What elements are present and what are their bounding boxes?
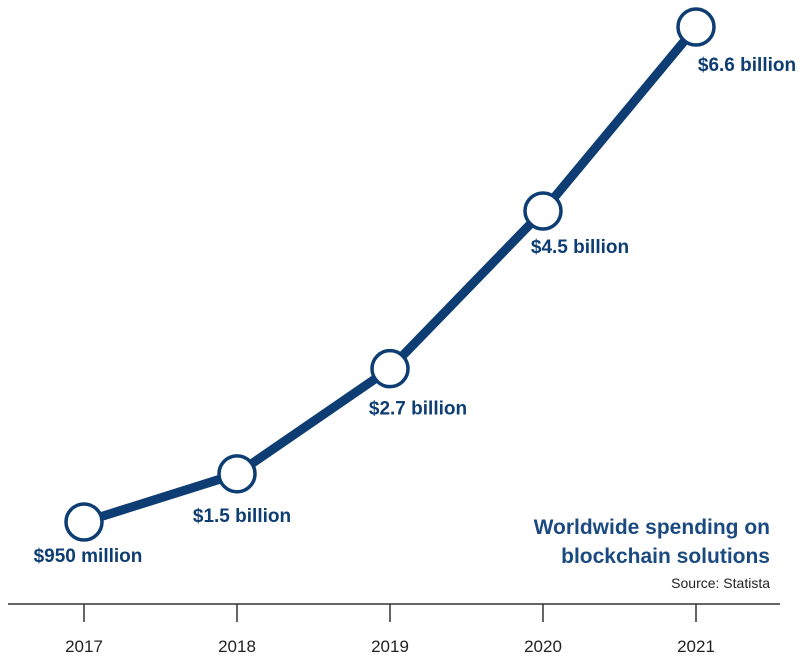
data-label-2018: $1.5 billion — [193, 506, 291, 527]
data-point-2017 — [64, 502, 104, 542]
x-tick-label: 2019 — [371, 637, 409, 656]
data-point-2021 — [676, 7, 716, 47]
chart-title: Worldwide spending on blockchain solutio… — [534, 516, 771, 591]
chart-source: Source: Statista — [671, 575, 770, 591]
series-line — [79, 22, 701, 527]
data-point-2019 — [370, 348, 410, 389]
x-tick-label: 2021 — [677, 637, 715, 656]
data-point-2020 — [523, 191, 563, 231]
x-tick-label: 2017 — [65, 637, 103, 656]
data-label-2020: $4.5 billion — [531, 237, 629, 258]
x-tick-label: 2020 — [524, 637, 562, 656]
x-tick-label: 2018 — [218, 637, 256, 656]
data-point-2018 — [217, 454, 257, 494]
data-label-2019: $2.7 billion — [369, 399, 467, 420]
data-label-2017: $950 million — [34, 546, 143, 567]
chart-title-line-2: blockchain solutions — [561, 545, 770, 568]
data-label-2021: $6.6 billion — [698, 55, 796, 76]
chart-title-line-1: Worldwide spending on — [534, 516, 770, 539]
